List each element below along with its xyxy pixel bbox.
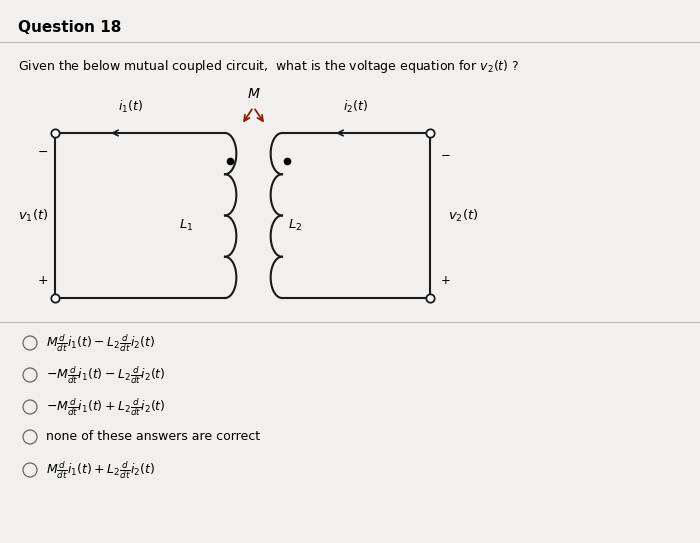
Text: $L_2$: $L_2$: [288, 218, 302, 233]
Text: $+$: $+$: [37, 274, 48, 287]
Text: $L_1$: $L_1$: [178, 218, 193, 233]
Text: Question 18: Question 18: [18, 20, 121, 35]
Text: $M\frac{d}{dt}i_1(t) + L_2\frac{d}{dt}i_2(t)$: $M\frac{d}{dt}i_1(t) + L_2\frac{d}{dt}i_…: [46, 459, 155, 481]
Text: $-M\frac{d}{dt}i_1(t) - L_2\frac{d}{dt}i_2(t)$: $-M\frac{d}{dt}i_1(t) - L_2\frac{d}{dt}i…: [46, 364, 166, 386]
Text: $M$: $M$: [246, 87, 260, 101]
Text: $-M\frac{d}{dt}i_1(t) + L_2\frac{d}{dt}i_2(t)$: $-M\frac{d}{dt}i_1(t) + L_2\frac{d}{dt}i…: [46, 396, 166, 418]
Text: $v_2(t)$: $v_2(t)$: [448, 207, 479, 224]
Text: $v_1(t)$: $v_1(t)$: [18, 207, 48, 224]
Text: $+$: $+$: [440, 274, 451, 287]
Text: Given the below mutual coupled circuit,  what is the voltage equation for $v_2(t: Given the below mutual coupled circuit, …: [18, 58, 519, 75]
Text: none of these answers are correct: none of these answers are correct: [46, 431, 260, 444]
Text: $M\frac{d}{dt}i_1(t) - L_2\frac{d}{dt}i_2(t)$: $M\frac{d}{dt}i_1(t) - L_2\frac{d}{dt}i_…: [46, 332, 155, 354]
Text: $i_1(t)$: $i_1(t)$: [118, 99, 143, 115]
Text: $-$: $-$: [440, 147, 451, 160]
Text: $-$: $-$: [37, 144, 48, 157]
Text: $i_2(t)$: $i_2(t)$: [342, 99, 368, 115]
